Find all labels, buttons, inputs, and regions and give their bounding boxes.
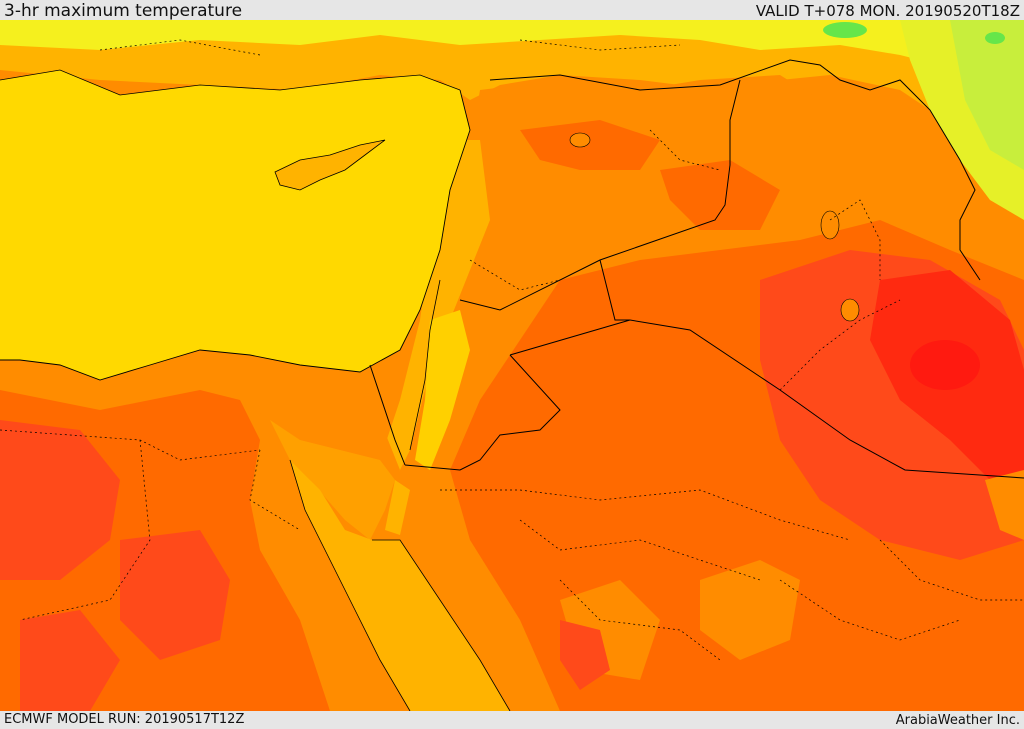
western-desert-very-hot <box>0 420 120 580</box>
iran-cooler-zone <box>950 20 1024 170</box>
nafud-moderate-patch <box>700 560 800 660</box>
map-svg <box>0 20 1024 711</box>
syria-very-hot-patch <box>520 120 660 170</box>
map-title: 3-hr maximum temperature <box>4 1 243 21</box>
jordan-river-border <box>409 279 441 451</box>
red-sea-east-coast <box>372 539 511 711</box>
nile-delta-zone <box>0 350 400 560</box>
turkey-syria-iraq-border <box>489 59 981 281</box>
euphrates-hot-patch <box>660 160 780 230</box>
credit-label: ArabiaWeather Inc. <box>895 713 1020 728</box>
lake-assad <box>569 132 591 148</box>
egypt-israel-border <box>369 364 406 466</box>
hejaz-hot-spot <box>560 620 610 690</box>
lake-razazza <box>840 298 860 322</box>
jordan-valley-strip <box>415 310 470 470</box>
sinai-zone <box>270 420 395 540</box>
syria-hot-zone <box>470 75 820 260</box>
southwest-very-hot <box>20 610 120 711</box>
levant-coastal-strip <box>380 140 490 480</box>
persian-gulf-head <box>985 470 1024 540</box>
basra-extreme-spot <box>910 340 980 390</box>
header-bar: 3-hr maximum temperature VALID T+078 MON… <box>0 0 1024 20</box>
turkey-coastline <box>0 69 461 96</box>
syria-iraq-border <box>459 79 741 311</box>
red-sea-west-coast <box>289 459 411 711</box>
gulf-of-aqaba <box>385 480 410 535</box>
temperature-map <box>0 20 1024 711</box>
province-borders <box>0 39 1024 661</box>
cold-spot-north <box>823 22 867 38</box>
turkey-cool-zone <box>0 20 1024 80</box>
model-run-label: ECMWF MODEL RUN: 20190517T12Z <box>4 712 245 727</box>
turkey-warm-zone <box>0 20 1024 140</box>
valid-time-label: VALID T+078 MON. 20190520T18Z <box>755 2 1020 20</box>
cold-spot-northeast <box>985 32 1005 44</box>
mediterranean-coastline <box>0 89 471 381</box>
lake-tharthar <box>820 210 840 240</box>
mediterranean-sea <box>0 70 470 380</box>
upper-egypt-very-hot <box>120 530 230 660</box>
cyprus-island <box>274 139 386 191</box>
jordan-iraq-border <box>509 319 631 356</box>
jordan-saudi-border <box>404 354 561 471</box>
footer-bar: ECMWF MODEL RUN: 20190517T12Z ArabiaWeat… <box>0 711 1024 729</box>
red-sea <box>290 460 510 711</box>
saudi-iraq-border <box>599 259 1024 479</box>
